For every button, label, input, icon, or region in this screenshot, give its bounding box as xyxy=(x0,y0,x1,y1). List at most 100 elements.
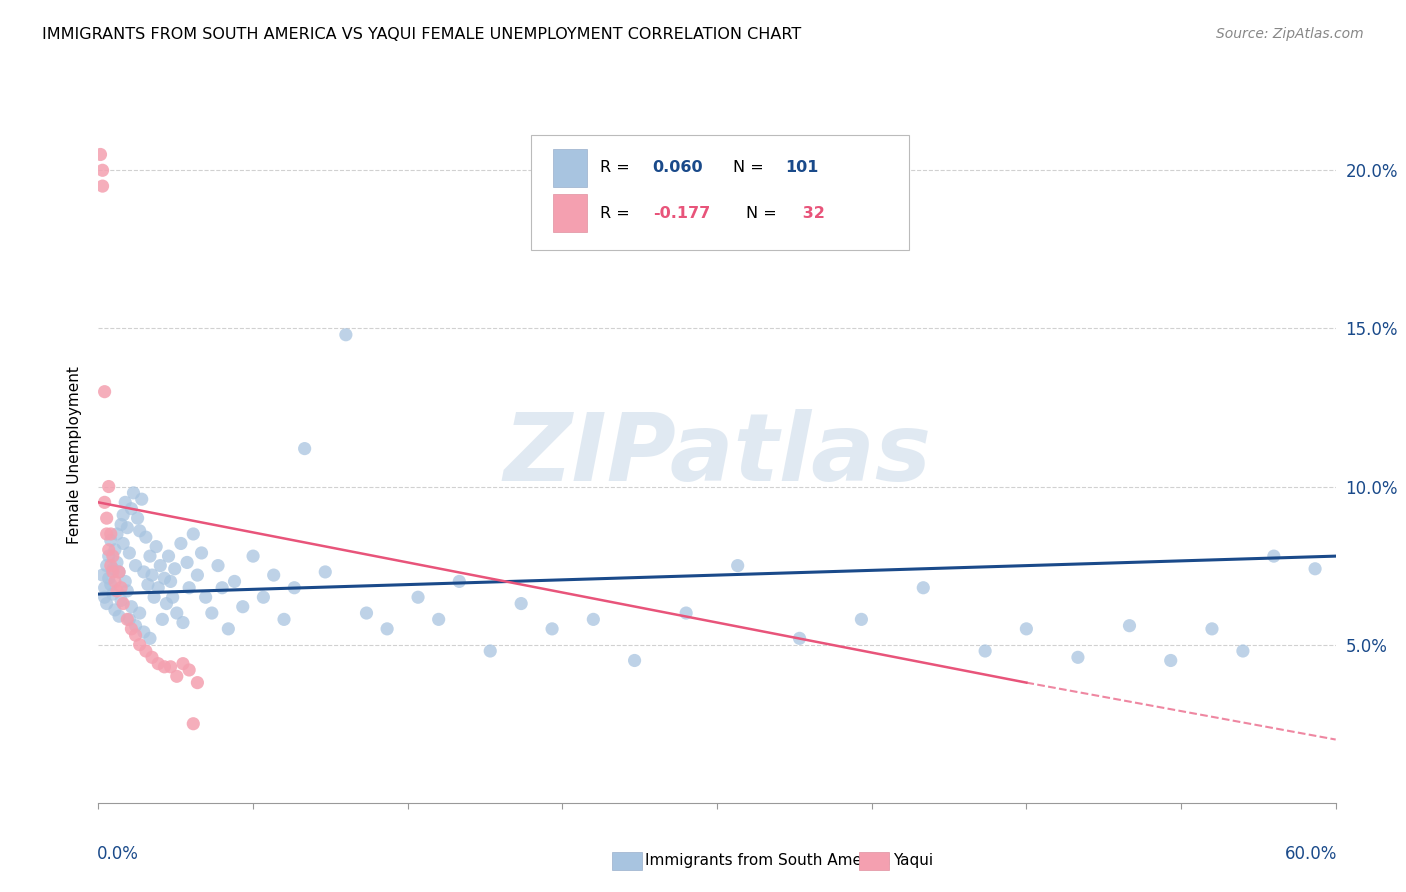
Point xyxy=(148,657,170,671)
Point xyxy=(141,650,163,665)
Point xyxy=(91,179,114,194)
Point xyxy=(675,606,697,620)
Point xyxy=(108,565,131,579)
Point xyxy=(201,606,224,620)
Point xyxy=(124,628,146,642)
Point xyxy=(356,606,378,620)
Point xyxy=(789,632,811,646)
Point xyxy=(242,549,264,563)
Point xyxy=(100,533,122,548)
Point xyxy=(207,558,229,573)
Text: Source: ZipAtlas.com: Source: ZipAtlas.com xyxy=(1216,27,1364,41)
Point xyxy=(100,527,122,541)
Point xyxy=(105,556,128,570)
Point xyxy=(127,511,149,525)
Point xyxy=(159,660,181,674)
Text: Yaqui: Yaqui xyxy=(893,853,932,868)
Point xyxy=(100,577,122,591)
Point xyxy=(1263,549,1285,563)
Point xyxy=(510,597,533,611)
Point xyxy=(120,501,142,516)
Point xyxy=(112,597,135,611)
Point xyxy=(141,568,163,582)
Point xyxy=(112,536,135,550)
Point xyxy=(217,622,239,636)
Point xyxy=(128,638,150,652)
Point xyxy=(101,587,124,601)
Text: IMMIGRANTS FROM SOUTH AMERICA VS YAQUI FEMALE UNEMPLOYMENT CORRELATION CHART: IMMIGRANTS FROM SOUTH AMERICA VS YAQUI F… xyxy=(42,27,801,42)
Point xyxy=(139,549,162,563)
Point xyxy=(143,591,166,605)
Point xyxy=(89,147,111,161)
Point xyxy=(97,479,120,493)
Y-axis label: Female Unemployment: Female Unemployment xyxy=(67,366,83,544)
Point xyxy=(108,609,131,624)
Text: Immigrants from South America: Immigrants from South America xyxy=(645,853,891,868)
Point xyxy=(153,571,176,585)
FancyBboxPatch shape xyxy=(553,149,588,187)
Point xyxy=(131,492,153,507)
Point xyxy=(153,660,176,674)
Point xyxy=(172,615,194,630)
Point xyxy=(176,556,198,570)
Point xyxy=(100,558,122,573)
Point xyxy=(727,558,749,573)
Point xyxy=(101,562,124,576)
Point xyxy=(104,603,127,617)
Point xyxy=(97,571,120,585)
Text: N =: N = xyxy=(733,161,769,176)
Point xyxy=(406,591,429,605)
Point xyxy=(117,612,139,626)
Point xyxy=(166,606,188,620)
FancyBboxPatch shape xyxy=(531,135,908,250)
Point xyxy=(157,549,180,563)
Point xyxy=(283,581,305,595)
Point xyxy=(96,558,118,573)
Point xyxy=(135,530,157,544)
FancyBboxPatch shape xyxy=(612,852,641,871)
Point xyxy=(186,675,208,690)
Point xyxy=(375,622,398,636)
Point xyxy=(449,574,471,589)
Point xyxy=(118,612,141,626)
Point xyxy=(101,549,124,563)
Point xyxy=(1303,562,1326,576)
Point xyxy=(132,625,155,640)
Point xyxy=(149,558,172,573)
Point xyxy=(104,542,127,557)
Point xyxy=(179,663,201,677)
Point xyxy=(179,581,201,595)
Point xyxy=(427,612,450,626)
Point xyxy=(96,527,118,541)
Point xyxy=(124,558,146,573)
Text: 101: 101 xyxy=(785,161,818,176)
Point xyxy=(105,527,128,541)
Text: 32: 32 xyxy=(797,206,825,220)
Point xyxy=(186,568,208,582)
Point xyxy=(172,657,194,671)
Point xyxy=(114,574,136,589)
Point xyxy=(1160,653,1182,667)
Point xyxy=(190,546,212,560)
Point xyxy=(166,669,188,683)
Point xyxy=(541,622,564,636)
Point xyxy=(211,581,233,595)
Point xyxy=(273,612,295,626)
Point xyxy=(110,517,132,532)
Point xyxy=(128,524,150,538)
Point xyxy=(105,583,128,598)
Text: 0.060: 0.060 xyxy=(652,161,703,176)
Point xyxy=(93,581,115,595)
FancyBboxPatch shape xyxy=(553,194,588,232)
Point xyxy=(118,546,141,560)
Point xyxy=(252,591,274,605)
Point xyxy=(124,618,146,632)
Text: 60.0%: 60.0% xyxy=(1285,845,1337,863)
Point xyxy=(162,591,184,605)
Point xyxy=(974,644,997,658)
Point xyxy=(122,486,145,500)
Point xyxy=(97,542,120,557)
Text: R =: R = xyxy=(599,161,634,176)
Point xyxy=(114,495,136,509)
Point xyxy=(132,565,155,579)
